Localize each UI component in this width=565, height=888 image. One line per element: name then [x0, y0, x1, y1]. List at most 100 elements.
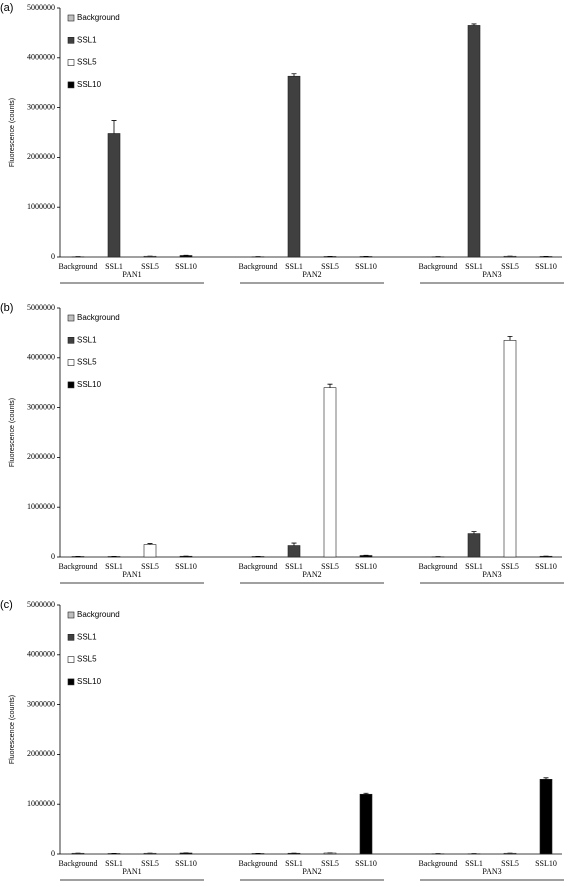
- legend-text: Background: [77, 610, 120, 619]
- y-tick-label: 2000000: [27, 749, 55, 758]
- x-tick-label: Background: [418, 562, 457, 571]
- group-label: PAN2: [302, 867, 321, 876]
- legend-swatch: [68, 15, 74, 21]
- group-label: PAN2: [302, 570, 321, 579]
- bar: [288, 76, 300, 257]
- legend-text: SSL1: [77, 35, 97, 44]
- x-tick-label: Background: [418, 859, 457, 868]
- x-tick-label: SSL1: [285, 859, 303, 868]
- legend-text: SSL5: [77, 358, 97, 367]
- x-tick-label: Background: [238, 562, 277, 571]
- x-tick-label: SSL1: [285, 562, 303, 571]
- y-tick-label: 4000000: [27, 650, 55, 659]
- bar: [108, 133, 120, 257]
- y-tick-label: 5000000: [27, 600, 55, 609]
- axis-title: Fluorescence (counts): [9, 98, 16, 167]
- bar: [144, 545, 156, 557]
- y-tick-label: 1000000: [27, 502, 55, 511]
- error-bar: [328, 384, 333, 387]
- legend-text: SSL10: [77, 677, 102, 686]
- panel: (b)Fluorescence (counts)0100000020000003…: [0, 302, 564, 583]
- group-label: PAN3: [482, 570, 501, 579]
- y-tick-label: 0: [51, 849, 55, 858]
- y-tick-label: 3000000: [27, 699, 55, 708]
- x-tick-label: Background: [238, 859, 277, 868]
- legend-swatch: [68, 657, 74, 663]
- x-tick-label: SSL10: [535, 562, 557, 571]
- x-tick-label: Background: [418, 262, 457, 271]
- x-tick-label: SSL5: [141, 859, 159, 868]
- panel: (c)Fluorescence (counts)0100000020000003…: [0, 599, 564, 880]
- x-tick-label: SSL10: [355, 562, 377, 571]
- panel-label: (a): [0, 2, 13, 14]
- legend-swatch: [68, 634, 74, 640]
- error-bar: [292, 74, 297, 76]
- bar: [360, 794, 372, 854]
- y-tick-label: 5000000: [27, 3, 55, 12]
- bar: [468, 25, 480, 257]
- bar: [324, 388, 336, 557]
- legend-swatch: [68, 360, 74, 366]
- error-bar: [508, 336, 513, 340]
- group-label: PAN3: [482, 270, 501, 279]
- x-tick-label: Background: [58, 262, 97, 271]
- bar: [288, 546, 300, 557]
- bar: [468, 534, 480, 557]
- legend-text: Background: [77, 13, 120, 22]
- bar: [540, 779, 552, 854]
- legend-text: SSL5: [77, 655, 97, 664]
- legend-swatch: [68, 82, 74, 88]
- x-tick-label: SSL10: [355, 859, 377, 868]
- legend-swatch: [68, 337, 74, 343]
- x-tick-label: Background: [58, 562, 97, 571]
- x-tick-label: SSL10: [175, 262, 197, 271]
- error-bar: [292, 543, 297, 545]
- group-label: PAN2: [302, 270, 321, 279]
- legend-text: SSL10: [77, 380, 102, 389]
- legend-text: SSL1: [77, 335, 97, 344]
- x-tick-label: SSL1: [465, 859, 483, 868]
- group-label: PAN1: [122, 570, 141, 579]
- x-tick-label: SSL10: [175, 859, 197, 868]
- x-tick-label: SSL10: [355, 262, 377, 271]
- y-tick-label: 1000000: [27, 202, 55, 211]
- x-tick-label: SSL1: [105, 262, 123, 271]
- x-tick-label: SSL5: [321, 859, 339, 868]
- legend-swatch: [68, 679, 74, 685]
- x-tick-label: Background: [238, 262, 277, 271]
- x-tick-label: SSL5: [321, 262, 339, 271]
- x-tick-label: SSL1: [285, 262, 303, 271]
- axis-title: Fluorescence (counts): [9, 695, 16, 764]
- x-tick-label: SSL5: [501, 859, 519, 868]
- x-tick-label: SSL1: [465, 262, 483, 271]
- y-tick-label: 3000000: [27, 402, 55, 411]
- x-tick-label: SSL1: [465, 562, 483, 571]
- error-bar: [112, 121, 117, 134]
- y-tick-label: 4000000: [27, 53, 55, 62]
- bar: [180, 256, 192, 257]
- panel-label: (c): [0, 599, 13, 611]
- x-tick-label: SSL5: [501, 562, 519, 571]
- x-tick-label: SSL5: [321, 562, 339, 571]
- legend-text: SSL5: [77, 58, 97, 67]
- axis-title: Fluorescence (counts): [9, 398, 16, 467]
- x-tick-label: Background: [58, 859, 97, 868]
- x-tick-label: SSL10: [175, 562, 197, 571]
- x-tick-label: SSL10: [535, 859, 557, 868]
- group-label: PAN1: [122, 270, 141, 279]
- legend-text: SSL10: [77, 80, 102, 89]
- legend-text: Background: [77, 313, 120, 322]
- y-tick-label: 5000000: [27, 303, 55, 312]
- group-label: PAN3: [482, 867, 501, 876]
- x-tick-label: SSL5: [141, 262, 159, 271]
- y-tick-label: 4000000: [27, 353, 55, 362]
- y-tick-label: 0: [51, 552, 55, 561]
- legend-text: SSL1: [77, 632, 97, 641]
- bar: [360, 556, 372, 557]
- y-tick-label: 2000000: [27, 452, 55, 461]
- legend-swatch: [68, 60, 74, 66]
- x-tick-label: SSL1: [105, 562, 123, 571]
- legend-swatch: [68, 315, 74, 321]
- y-tick-label: 2000000: [27, 152, 55, 161]
- bar: [504, 340, 516, 557]
